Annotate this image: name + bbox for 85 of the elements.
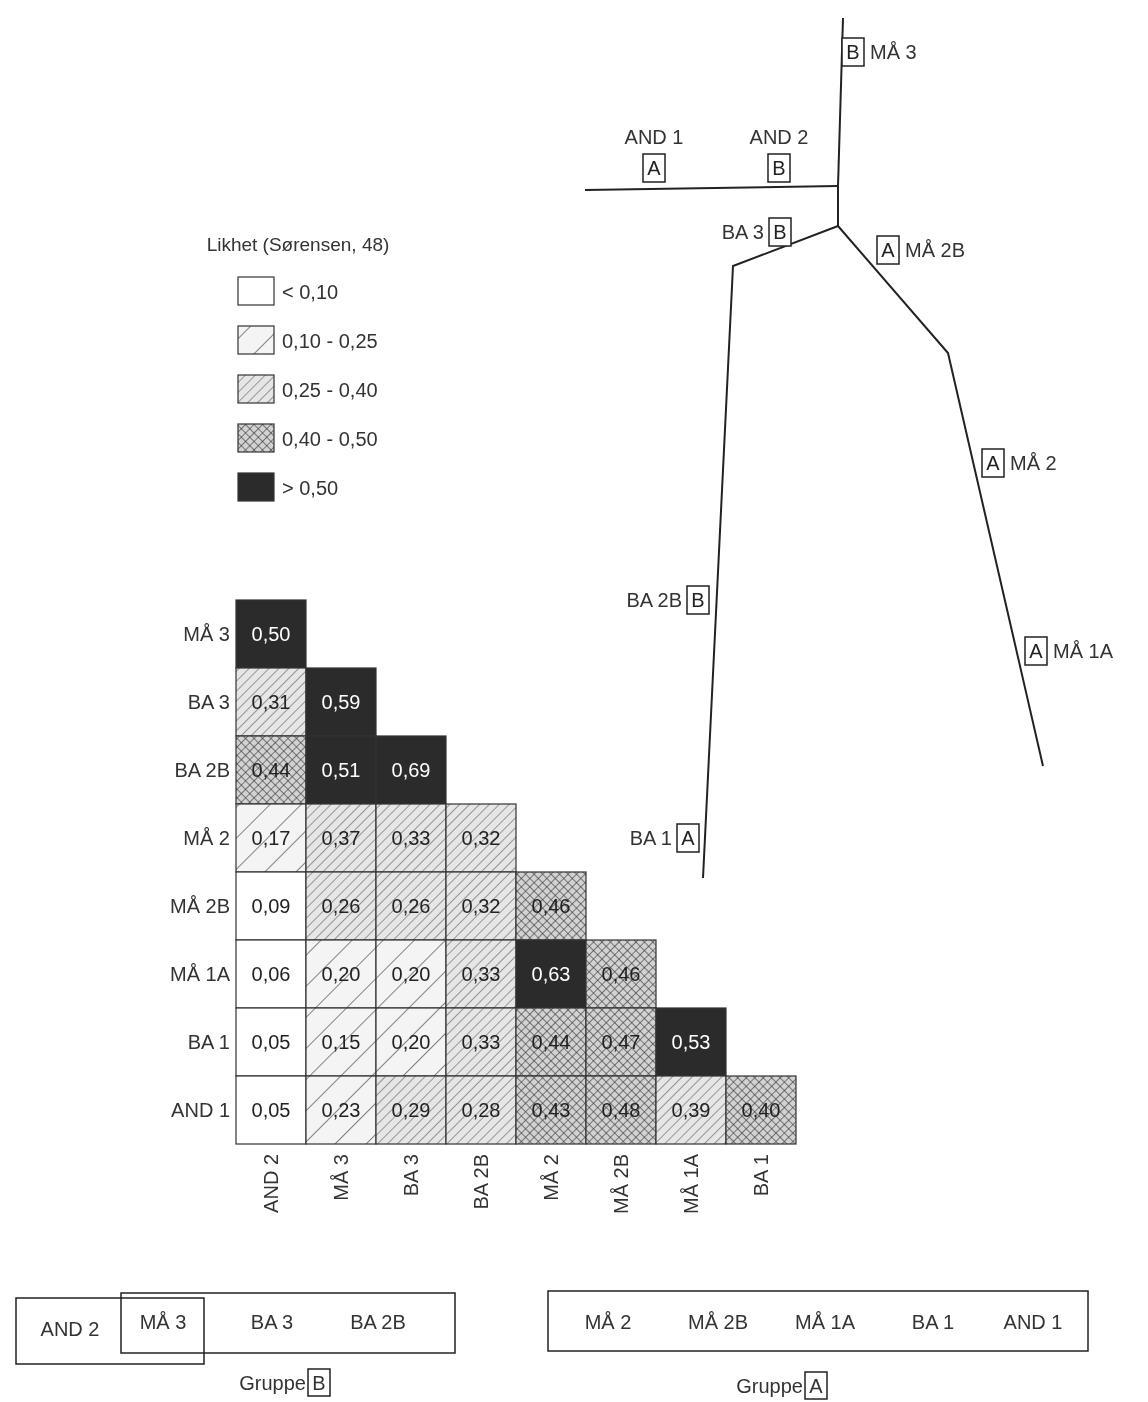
text: A	[809, 1375, 824, 1397]
y-tick-label: MÅ 2	[183, 827, 230, 849]
text: A	[647, 157, 662, 179]
data-label: 0,17	[251, 827, 291, 849]
data-label: 0,32	[461, 895, 501, 917]
category-label: MÅ 1A	[794, 1311, 856, 1333]
category-label: AND 1	[624, 126, 684, 148]
y-tick-label: BA 2B	[174, 759, 230, 781]
annotation: A	[681, 827, 696, 849]
text: B	[772, 157, 786, 179]
category-label: MÅ 3	[139, 1311, 187, 1333]
data-label: 0,46	[531, 895, 571, 917]
x-tick-label: BA 1	[750, 1154, 772, 1197]
data-label: 0,26	[391, 895, 431, 917]
text: A	[881, 239, 896, 261]
data-label: 0,05	[251, 1099, 291, 1121]
category-label: MÅ 2B	[687, 1311, 749, 1333]
category-label: MÅ 1A	[1053, 640, 1114, 662]
category-label: BA 1	[911, 1311, 955, 1333]
data-label: 0,69	[391, 759, 431, 781]
data-label: 0,28	[461, 1099, 501, 1121]
data-label: 0,32	[461, 827, 501, 849]
data-label: 0,23	[321, 1099, 361, 1121]
legend-title: Likhet (Sørensen, 48)	[206, 234, 390, 255]
category-label: AND 2	[40, 1318, 100, 1340]
data-label: 0,33	[391, 827, 431, 849]
text: Gruppe	[736, 1375, 803, 1397]
data-label: 0,20	[391, 963, 431, 985]
data-label: 0,53	[671, 1031, 711, 1053]
text: B	[773, 221, 787, 243]
x-tick-label: BA 3	[400, 1154, 422, 1197]
text: B	[312, 1372, 326, 1394]
x-tick-label: MÅ 3	[330, 1154, 352, 1201]
category-label: MÅ 2	[584, 1311, 632, 1333]
data-label: 0,48	[601, 1099, 641, 1121]
data-label: 0,26	[321, 895, 361, 917]
data-label: 0,06	[251, 963, 291, 985]
data-label: 0,47	[601, 1031, 641, 1053]
y-tick-label: BA 3	[187, 691, 230, 713]
data-label: 0,63	[531, 963, 571, 985]
text: Gruppe	[239, 1372, 306, 1394]
y-tick-label: MÅ 1A	[169, 963, 231, 985]
data-label: 0,20	[321, 963, 361, 985]
data-label: 0,05	[251, 1031, 291, 1053]
data-label: 0,09	[251, 895, 291, 917]
category-label: AND 2	[749, 126, 809, 148]
data-label: 0,44	[251, 759, 291, 781]
data-label: 0,44	[531, 1031, 571, 1053]
data-label: 0,20	[391, 1031, 431, 1053]
category-label: MÅ 2	[1010, 452, 1057, 474]
data-label: 0,51	[321, 759, 361, 781]
category-label: MÅ 2B	[905, 239, 966, 261]
category-label: BA 3	[721, 221, 764, 243]
category-label: BA 2B	[626, 589, 682, 611]
data-label: 0,46	[601, 963, 641, 985]
data-label: 0,43	[531, 1099, 571, 1121]
y-tick-label: BA 1	[187, 1031, 230, 1053]
category-label: BA 2B	[350, 1311, 406, 1333]
x-tick-label: MÅ 2B	[610, 1154, 632, 1215]
x-tick-label: BA 2B	[470, 1154, 492, 1210]
category-label: MÅ 3	[870, 41, 917, 63]
category-label: AND 1	[1003, 1311, 1063, 1333]
annotation: B	[691, 589, 705, 611]
data-label: 0,33	[461, 1031, 501, 1053]
data-label: 0,31	[251, 691, 291, 713]
category-label: BA 3	[250, 1311, 294, 1333]
y-tick-label: MÅ 2B	[169, 895, 230, 917]
data-label: 0,39	[671, 1099, 711, 1121]
data-label: 0,15	[321, 1031, 361, 1053]
x-tick-label: MÅ 1A	[680, 1153, 702, 1215]
data-label: 0,29	[391, 1099, 431, 1121]
x-tick-label: AND 2	[260, 1154, 282, 1213]
text: B	[846, 41, 860, 63]
data-label: 0,40	[741, 1099, 781, 1121]
similarity-key: Likhet (Sørensen, 48) < 0,10 0,10 - 0,25 0,25 - 0,40 0,40 - 0,50 > 0,50	[206, 234, 390, 502]
category-label: BA 1	[629, 827, 672, 849]
y-tick-label: AND 1	[171, 1099, 230, 1121]
x-tick-label: MÅ 2	[540, 1154, 562, 1201]
text: A	[986, 452, 1001, 474]
data-label: 0,37	[321, 827, 361, 849]
data-label: 0,50	[251, 623, 291, 645]
y-tick-label: MÅ 3	[183, 623, 230, 645]
data-label: 0,59	[321, 691, 361, 713]
text: A	[1029, 640, 1044, 662]
data-label: 0,33	[461, 963, 501, 985]
